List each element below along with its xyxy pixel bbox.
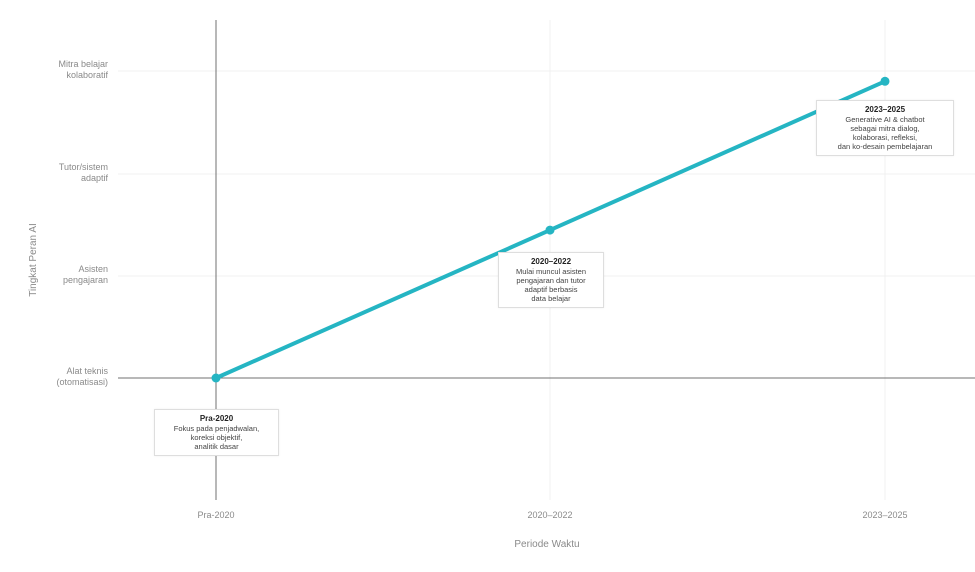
data-point [880, 76, 890, 86]
y-axis-title: Tingkat Peran AI [28, 223, 39, 297]
x-tick-label: 2023–2025 [862, 510, 907, 520]
x-axis-title: Periode Waktu [514, 539, 579, 550]
annotation-title: 2020–2022 [530, 257, 572, 266]
annotation-title: Pra-2020 [199, 414, 234, 423]
annotation-text: Generative AI & chatbot sebagai mitra di… [837, 115, 933, 151]
data-point [545, 225, 555, 235]
y-tick-label: Mitra belajar kolaboratif [58, 59, 108, 80]
y-tick-label: Asisten pengajaran [63, 264, 108, 285]
annotation-2023-2025: 2023–2025 Generative AI & chatbot sebaga… [816, 100, 954, 156]
annotation-pra-2020: Pra-2020 Fokus pada penjadwalan, koreksi… [154, 409, 279, 456]
data-point [211, 373, 221, 383]
y-tick-label: Alat teknis (otomatisasi) [56, 366, 108, 387]
x-tick-label: 2020–2022 [527, 510, 572, 520]
annotation-2020-2022: 2020–2022 Mulai muncul asisten pengajara… [498, 252, 604, 308]
x-tick-labels: Pra-2020 2020–2022 2023–2025 [197, 510, 907, 520]
series [211, 76, 890, 383]
annotation-title: 2023–2025 [864, 105, 906, 114]
annotation-text: Mulai muncul asisten pengajaran dan tuto… [515, 267, 587, 303]
x-tick-label: Pra-2020 [197, 510, 234, 520]
annotation-text: Fokus pada penjadwalan, koreksi objektif… [173, 424, 260, 451]
y-tick-label: Tutor/sistem adaptif [59, 162, 109, 183]
y-tick-labels: Alat teknis (otomatisasi) Asisten pengajara… [56, 59, 108, 387]
